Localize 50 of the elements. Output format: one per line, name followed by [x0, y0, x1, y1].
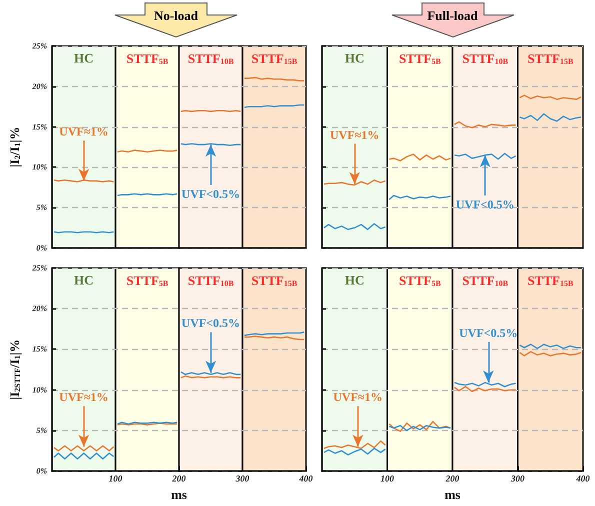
band-label: HC	[74, 50, 94, 66]
annotation: UVF≈1%	[330, 128, 380, 142]
band-label: STTF10B	[462, 50, 509, 66]
y-axis-title: |I2/I1|%	[7, 126, 22, 168]
band-label: STTF10B	[462, 272, 509, 288]
band-label: HC	[74, 272, 94, 288]
annotation: UVF<0.5%	[182, 316, 240, 330]
annotation: UVF≈1%	[59, 124, 108, 139]
y-tick-label: 20%	[31, 82, 48, 91]
y-tick-label: 0%	[36, 244, 48, 252]
y-tick-label: 15%	[32, 122, 48, 132]
y-tick-label: 5%	[36, 426, 48, 435]
annotation: UVF<0.5%	[456, 197, 514, 212]
annotation: UVF≈1%	[59, 390, 108, 404]
band-label: HC	[344, 50, 364, 66]
x-tick-label: 200	[171, 474, 186, 484]
y-tick-label: 20%	[31, 304, 48, 314]
annotation: UVF<0.5%	[459, 326, 518, 340]
x-tick-label: 300	[510, 474, 525, 484]
y-tick-label: 25%	[31, 42, 48, 50]
band-label: STTF5B	[126, 50, 169, 66]
chart-title: Full-load	[426, 8, 479, 24]
band-label: STTF10B	[188, 50, 234, 66]
band-label: STTF5B	[398, 50, 442, 66]
x-tick-label: 300	[234, 474, 250, 484]
x-tick-label: 100	[108, 474, 123, 484]
band-label: STTF15B	[251, 272, 298, 288]
x-axis-title: ms	[171, 487, 187, 502]
band-label: STTF10B	[188, 272, 234, 288]
band-label: STTF5B	[398, 272, 442, 288]
x-tick-label: 400	[298, 474, 314, 484]
chart-title: No-load	[152, 8, 200, 24]
band-label: STTF5B	[126, 272, 169, 288]
annotation: UVF<0.5%	[182, 186, 240, 201]
band-label: STTF15B	[527, 272, 574, 288]
y-tick-label: 0%	[36, 466, 48, 476]
x-tick-label: 200	[444, 474, 460, 484]
band-label: STTF15B	[527, 50, 574, 66]
y-tick-label: 5%	[36, 203, 48, 212]
annotation: UVF≈1%	[333, 390, 383, 404]
y-tick-label: 15%	[32, 344, 48, 354]
x-tick-label: 400	[575, 474, 590, 484]
band-label: STTF15B	[251, 50, 298, 66]
band-label: HC	[344, 272, 364, 288]
y-tick-label: 10%	[32, 162, 48, 172]
y-tick-label: 10%	[32, 385, 48, 394]
x-axis-title: ms	[444, 487, 460, 502]
y-tick-label: 25%	[31, 264, 48, 272]
x-tick-label: 100	[380, 474, 394, 484]
y-axis-title: |I2STTF/I1|%	[7, 339, 22, 400]
